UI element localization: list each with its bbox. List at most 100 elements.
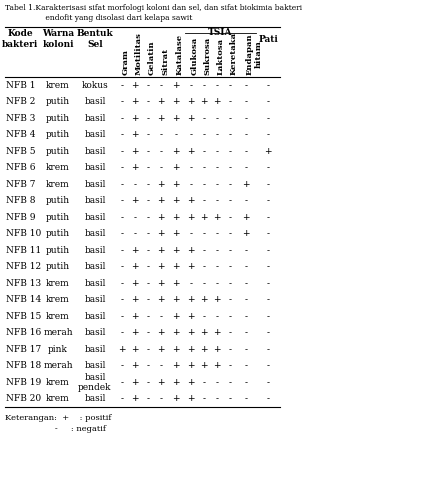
Text: +: + <box>131 295 138 304</box>
Text: -: - <box>202 114 205 123</box>
Text: +: + <box>172 213 179 222</box>
Text: krem: krem <box>46 180 70 189</box>
Text: +: + <box>131 312 138 321</box>
Text: -: - <box>215 262 218 271</box>
Text: -: - <box>202 394 205 403</box>
Text: putih: putih <box>46 229 70 238</box>
Text: -: - <box>244 196 247 205</box>
Text: NFB 4: NFB 4 <box>6 130 35 139</box>
Text: +: + <box>157 229 164 238</box>
Text: -: - <box>215 180 218 189</box>
Text: +: + <box>157 279 164 288</box>
Text: -: - <box>133 180 136 189</box>
Text: -: - <box>244 328 247 337</box>
Text: +: + <box>187 312 194 321</box>
Text: +: + <box>200 361 207 370</box>
Text: basil: basil <box>84 229 106 238</box>
Text: -: - <box>244 246 247 255</box>
Text: basil: basil <box>84 361 106 370</box>
Text: Motilitas: Motilitas <box>135 32 143 75</box>
Text: -: - <box>228 262 231 271</box>
Text: +: + <box>213 361 220 370</box>
Text: -: - <box>120 279 123 288</box>
Text: -: - <box>146 213 149 222</box>
Text: -: - <box>120 114 123 123</box>
Text: -: - <box>146 97 149 106</box>
Text: -: - <box>146 196 149 205</box>
Text: -: - <box>174 130 177 139</box>
Text: -: - <box>244 361 247 370</box>
Text: -: - <box>120 81 123 90</box>
Text: -: - <box>146 229 149 238</box>
Text: -: - <box>215 394 218 403</box>
Text: +: + <box>200 295 207 304</box>
Text: -: - <box>244 130 247 139</box>
Text: Endapan
hitam: Endapan hitam <box>245 34 262 75</box>
Text: -: - <box>120 229 123 238</box>
Text: -: - <box>215 163 218 172</box>
Text: -: - <box>202 378 205 387</box>
Text: +: + <box>172 279 179 288</box>
Text: -: - <box>228 345 231 354</box>
Text: -: - <box>120 180 123 189</box>
Text: +: + <box>187 196 194 205</box>
Text: -: - <box>266 114 269 123</box>
Text: -: - <box>202 147 205 156</box>
Text: -: - <box>266 163 269 172</box>
Text: -: - <box>202 163 205 172</box>
Text: NFB 16: NFB 16 <box>6 328 41 337</box>
Text: -: - <box>244 163 247 172</box>
Text: krem: krem <box>46 295 70 304</box>
Text: basil: basil <box>84 345 106 354</box>
Text: Warna
koloni: Warna koloni <box>42 29 74 49</box>
Text: -: - <box>202 312 205 321</box>
Text: -: - <box>120 295 123 304</box>
Text: endofit yang disolasi dari kelapa sawit: endofit yang disolasi dari kelapa sawit <box>5 14 192 22</box>
Text: -: - <box>244 97 247 106</box>
Text: merah: merah <box>43 361 73 370</box>
Text: -: - <box>146 312 149 321</box>
Text: -: - <box>215 114 218 123</box>
Text: +: + <box>213 345 220 354</box>
Text: +: + <box>187 262 194 271</box>
Text: +: + <box>200 328 207 337</box>
Text: -: - <box>215 246 218 255</box>
Text: Keretaka: Keretaka <box>230 32 237 75</box>
Text: +: + <box>131 279 138 288</box>
Text: -: - <box>228 295 231 304</box>
Text: +: + <box>187 328 194 337</box>
Text: basil: basil <box>84 180 106 189</box>
Text: -: - <box>228 196 231 205</box>
Text: -: - <box>146 328 149 337</box>
Text: -: - <box>202 81 205 90</box>
Text: -: - <box>133 213 136 222</box>
Text: +: + <box>172 163 179 172</box>
Text: +: + <box>172 114 179 123</box>
Text: -: - <box>189 81 192 90</box>
Text: Tabel 1.Karakterisasi sifat morfologi koloni dan sel, dan sifat biokimia bakteri: Tabel 1.Karakterisasi sifat morfologi ko… <box>5 4 302 12</box>
Text: basil: basil <box>84 163 106 172</box>
Text: +: + <box>157 295 164 304</box>
Text: +: + <box>131 130 138 139</box>
Text: -: - <box>228 328 231 337</box>
Text: +: + <box>213 328 220 337</box>
Text: basil: basil <box>84 394 106 403</box>
Text: basil: basil <box>84 130 106 139</box>
Text: -: - <box>266 295 269 304</box>
Text: NFB 13: NFB 13 <box>6 279 41 288</box>
Text: -: - <box>120 394 123 403</box>
Text: +: + <box>242 213 249 222</box>
Text: -: - <box>120 378 123 387</box>
Text: +: + <box>172 345 179 354</box>
Text: -: - <box>228 163 231 172</box>
Text: +: + <box>187 246 194 255</box>
Text: basil: basil <box>84 114 106 123</box>
Text: -: - <box>266 328 269 337</box>
Text: NFB 17: NFB 17 <box>6 345 41 354</box>
Text: NFB 11: NFB 11 <box>6 246 41 255</box>
Text: merah: merah <box>43 328 73 337</box>
Text: -: - <box>146 81 149 90</box>
Text: NFB 10: NFB 10 <box>6 229 41 238</box>
Text: +: + <box>131 196 138 205</box>
Text: -: - <box>120 163 123 172</box>
